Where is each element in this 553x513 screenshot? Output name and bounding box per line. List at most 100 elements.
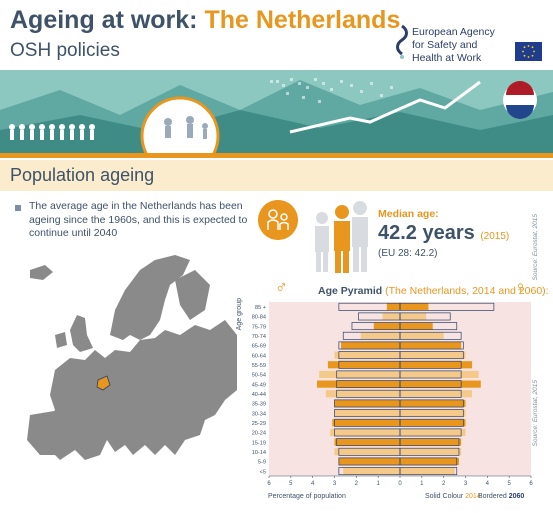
- map-iberia: [27, 410, 75, 455]
- tick-label-age: 25-29: [252, 421, 266, 427]
- bar-male-2014: [334, 351, 400, 359]
- median-age-eu: (EU 28: 42.2): [378, 248, 438, 259]
- people-icon: [315, 201, 368, 273]
- bar-female-2060: [399, 322, 458, 331]
- bar-female-2014: [400, 428, 466, 437]
- tick-label-x: 6: [267, 481, 271, 487]
- tick-label-age: 10-14: [252, 450, 266, 456]
- agency-name: European Agency for Safety and Health at…: [412, 26, 495, 64]
- median-source: Source: Eurostat, 2015: [532, 214, 539, 281]
- agency-logo-icon: [396, 24, 408, 59]
- bar-female-2060: [399, 409, 464, 418]
- bar-male-2014: [317, 380, 400, 388]
- tick-label-x: 2: [442, 481, 446, 487]
- tick-label-x: 4: [486, 481, 490, 487]
- map-mainland: [45, 320, 237, 460]
- tick-label-age: 40-44: [252, 392, 266, 398]
- tick-label-age: 60-64: [252, 353, 266, 359]
- legend-solid-year: 2014: [465, 493, 481, 500]
- page-subtitle: OSH policies: [10, 40, 120, 61]
- bar-female-2014: [400, 399, 466, 408]
- y-axis-label: Age group: [236, 298, 243, 331]
- tick-label-x: 5: [507, 481, 511, 487]
- map-netherlands: [96, 375, 111, 391]
- map-iceland: [30, 265, 53, 280]
- tick-label-age: 65-69: [252, 344, 266, 350]
- bar-male-2014: [325, 390, 400, 398]
- plot-background: [269, 302, 531, 476]
- legend-bordered-label: Bordered: [478, 493, 507, 500]
- bar-female-2060: [399, 428, 462, 437]
- median-age-label: Median age:: [378, 208, 439, 220]
- bar-female-2060: [399, 360, 462, 369]
- age-pyramid-chart: 85 + 80-84 75-79 70-74 65-69 60-64 55-59 50-54 4…: [252, 302, 533, 487]
- map-ireland: [55, 332, 67, 348]
- legend-bordered-year: 2060: [508, 493, 525, 500]
- bar-male-2014: [360, 332, 400, 340]
- tick-label-x: 6: [529, 481, 533, 487]
- bar-female-2014: [400, 390, 473, 398]
- pyramid-subtitle: (The Netherlands, 2014 and 2060):: [385, 285, 549, 297]
- tick-label-x: 4: [311, 481, 315, 487]
- bar-female-2060: [399, 467, 458, 476]
- tick-label-age: 15-19: [252, 440, 266, 446]
- bar-male-2014: [386, 303, 400, 311]
- bar-female-2014: [400, 351, 466, 359]
- median-age-year: (2015): [480, 231, 510, 242]
- bar-female-2014: [400, 341, 462, 350]
- bar-male-2014: [343, 467, 400, 475]
- bar-female-2060: [399, 331, 462, 340]
- tick-label-age: 85 +: [255, 305, 266, 311]
- bar-male-2014: [334, 438, 400, 446]
- banner-illustration: [0, 70, 553, 153]
- tick-label-age: 45-49: [252, 382, 266, 388]
- bar-female-2060: [399, 418, 464, 427]
- section-title: Population ageing: [10, 165, 155, 185]
- tick-label-x: 1: [376, 481, 380, 487]
- tick-label-age: 20-24: [252, 431, 266, 437]
- tick-label-x: 2: [355, 481, 359, 487]
- map-finland: [175, 270, 210, 320]
- bar-female-2014: [400, 409, 466, 417]
- bar-female-2014: [400, 380, 481, 388]
- map-uk: [70, 315, 93, 352]
- bullet-icon: [15, 205, 21, 211]
- pyramid-source: Source: Eurostat, 2015: [532, 380, 539, 447]
- tick-label-x: 5: [289, 481, 293, 487]
- female-icon: ♀: [514, 278, 527, 297]
- bar-female-2014: [400, 438, 462, 446]
- bar-female-2060: [399, 399, 464, 408]
- tick-label-age: 70-74: [252, 334, 266, 340]
- x-axis-label: Percentage of population: [268, 493, 346, 500]
- bar-male-2014: [327, 361, 400, 369]
- bar-female-2060: [399, 438, 460, 447]
- bar-female-2060: [399, 457, 458, 466]
- eu-flag-icon: [515, 42, 542, 61]
- bar-female-2014: [400, 361, 473, 369]
- tick-label-age: <5: [260, 469, 266, 475]
- tick-label-age: 75-79: [252, 324, 266, 330]
- bar-female-2060: [399, 389, 462, 398]
- legend-solid-label: Solid Colour: [425, 493, 464, 500]
- tick-label-age: 5-9: [258, 460, 266, 466]
- bar-female-2014: [400, 467, 455, 475]
- map-italy: [115, 408, 145, 446]
- bar-female-2060: [399, 312, 451, 321]
- bar-male-2014: [341, 341, 400, 350]
- tick-label-age: 50-54: [252, 373, 266, 379]
- tick-label-x: 3: [464, 481, 468, 487]
- header-banner: [0, 70, 553, 153]
- europe-map: [27, 255, 237, 460]
- tick-label-age: 30-34: [252, 411, 266, 417]
- bar-male-2014: [334, 409, 400, 417]
- pyramid-title: Age Pyramid (The Netherlands, 2014 and 2…: [318, 285, 549, 297]
- bar-female-2060: [399, 447, 460, 456]
- bar-male-2014: [334, 448, 400, 456]
- family-icon: [258, 200, 298, 240]
- pyramid-title-text: Age Pyramid: [318, 285, 383, 297]
- bar-female-2060: [399, 380, 462, 389]
- divider-band: [0, 153, 553, 158]
- bar-female-2014: [400, 370, 479, 379]
- tick-label-age: 55-59: [252, 363, 266, 369]
- bar-female-2060: [399, 351, 464, 360]
